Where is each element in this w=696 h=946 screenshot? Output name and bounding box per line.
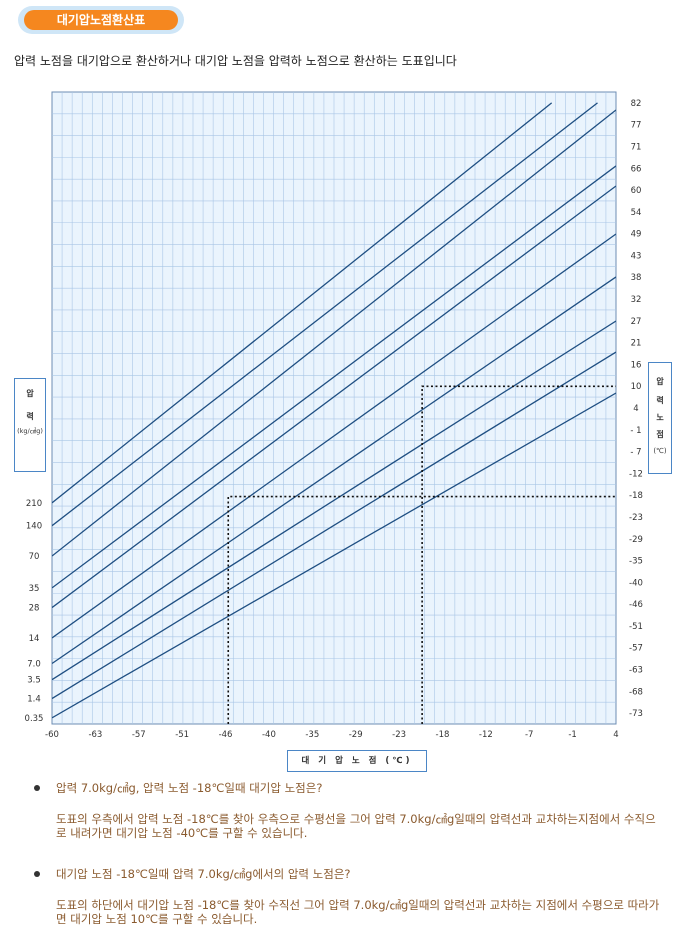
right-tick-label: -73 (629, 709, 643, 719)
y-axis-label: 압 력 (kg/㎠g) (14, 378, 46, 472)
x-tick-label: -63 (88, 730, 102, 740)
right-tick-label: 43 (631, 251, 642, 261)
x-tick-label: -29 (349, 730, 363, 740)
right-label-unit: (℃) (653, 447, 667, 455)
x-tick-label: -7 (525, 730, 533, 740)
right-tick-label: 54 (631, 208, 642, 218)
x-tick-label: -18 (436, 730, 450, 740)
right-tick-label: -29 (629, 535, 643, 545)
qa-answer: 도표의 우측에서 압력 노점 -18℃를 찾아 우측으로 수평선을 그어 압력 … (56, 812, 656, 840)
right-tick-label: -51 (629, 622, 643, 632)
pressure-tick-label: 1.4 (27, 695, 41, 705)
right-tick-label: -46 (629, 600, 643, 610)
right-tick-label: -63 (629, 666, 643, 676)
qa-question: 압력 7.0kg/㎠g, 압력 노점 -18℃일때 대기압 노점은? (56, 781, 323, 795)
right-tick-label: 38 (631, 273, 642, 283)
right-tick-label: 60 (631, 186, 642, 196)
series-line (52, 102, 598, 527)
right-tick-label: -35 (629, 557, 643, 567)
right-axis-label: 압 력 노 점 (℃) (648, 362, 672, 474)
right-tick-label: 82 (631, 99, 642, 109)
title-tab: 대기압노점환산표 (18, 6, 184, 34)
y-label-char: 압 (26, 389, 34, 398)
right-tick-label: -23 (629, 513, 643, 523)
qa-item-1: 압력 7.0kg/㎠g, 압력 노점 -18℃일때 대기압 노점은? 도표의 우… (34, 780, 666, 840)
right-tick-label: 66 (631, 164, 642, 174)
pressure-tick-label: 3.5 (27, 676, 41, 686)
page-subtitle: 압력 노점을 대기압으로 환산하거나 대기압 노점을 압력하 노점으로 환산하는… (14, 54, 457, 68)
dew-point-chart: 82 77 71 66 60 54 49 43 38 32 27 21 16 10 4 - 1 - 7 -12 -1… (25, 91, 643, 740)
x-tick-label: -40 (262, 730, 276, 740)
right-tick-label: -18 (629, 491, 643, 501)
right-tick-label: 16 (631, 360, 642, 370)
pressure-tick-label: 35 (29, 584, 40, 594)
right-tick-label: 32 (631, 295, 642, 305)
pressure-tick-label: 7.0 (27, 659, 41, 669)
series-line (52, 351, 616, 700)
x-tick-label: -12 (479, 730, 493, 740)
right-tick-label: 49 (631, 230, 642, 240)
right-tick-label: -57 (629, 644, 643, 654)
x-tick-label: -51 (175, 730, 189, 740)
x-tick-label: -35 (305, 730, 319, 740)
right-tick-label: -12 (629, 469, 643, 479)
x-axis-label: 대 기 압 노 점 (℃) (287, 750, 427, 772)
right-label-char: 력 (656, 396, 664, 405)
right-tick-label: - 1 (630, 426, 641, 436)
pressure-tick-label: 28 (29, 604, 40, 614)
pressure-tick-label: 140 (26, 522, 42, 532)
right-label-char: 점 (656, 430, 664, 439)
series-line (52, 276, 616, 665)
right-label-char: 노 (656, 413, 664, 422)
right-tick-label: 27 (631, 317, 642, 327)
series-line (52, 165, 616, 589)
qa-question: 대기압 노점 -18℃일때 압력 7.0kg/㎠g에서의 압력 노점은? (56, 867, 351, 881)
page-title: 대기압노점환산표 (24, 10, 178, 30)
series-line (52, 185, 616, 609)
y-label-char: 력 (26, 412, 34, 421)
x-tick-label: -60 (45, 730, 59, 740)
pressure-tick-label: 210 (26, 499, 42, 509)
bullet-icon (34, 871, 40, 877)
pressure-tick-label: 14 (29, 634, 40, 644)
pressure-tick-label: 0.35 (25, 714, 44, 724)
guide-dotted-line (421, 385, 616, 724)
right-tick-label: 71 (631, 142, 642, 152)
right-tick-label: 4 (633, 404, 638, 414)
x-tick-label: -57 (132, 730, 146, 740)
x-tick-label: 4 (613, 730, 618, 740)
bullet-icon (34, 785, 40, 791)
qa-answer: 도표의 하단에서 대기압 노점 -18℃를 찾아 수직선 그어 압력 7.0kg… (56, 898, 660, 926)
x-tick-label: -46 (219, 730, 233, 740)
right-tick-label: 10 (631, 382, 642, 392)
qa-item-2: 대기압 노점 -18℃일때 압력 7.0kg/㎠g에서의 압력 노점은? 도표의… (34, 866, 666, 926)
right-tick-label: -40 (629, 578, 643, 588)
series-line (52, 109, 616, 557)
y-label-unit: (kg/㎠g) (17, 427, 43, 435)
series-line (52, 392, 616, 719)
x-tick-label: -23 (392, 730, 406, 740)
series-line (52, 320, 616, 681)
right-tick-label: - 7 (630, 448, 641, 458)
right-tick-label: 77 (631, 121, 642, 131)
pressure-tick-label: 70 (29, 552, 40, 562)
right-label-char: 압 (656, 377, 664, 386)
right-tick-label: 21 (631, 339, 642, 349)
x-tick-label: -1 (568, 730, 576, 740)
series-line (52, 233, 616, 639)
series-line (52, 102, 553, 504)
right-tick-label: -68 (629, 687, 643, 697)
